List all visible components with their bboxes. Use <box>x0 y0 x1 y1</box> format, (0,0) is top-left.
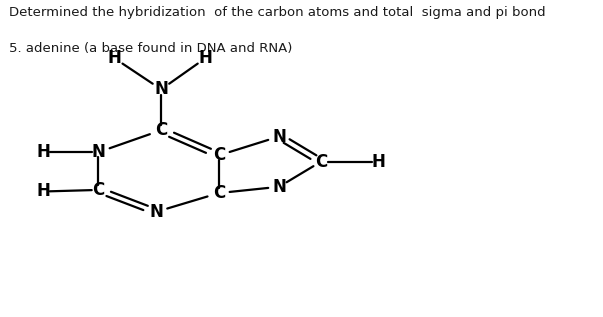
Text: H: H <box>107 49 121 67</box>
Text: N: N <box>149 203 163 221</box>
Text: C: C <box>92 181 104 199</box>
Text: N: N <box>92 143 106 161</box>
Text: H: H <box>371 153 385 171</box>
Text: 5. adenine (a base found in DNA and RNA): 5. adenine (a base found in DNA and RNA) <box>9 42 292 55</box>
Text: C: C <box>213 146 225 164</box>
Text: H: H <box>199 49 213 67</box>
Text: C: C <box>155 121 167 139</box>
Text: H: H <box>36 143 50 161</box>
Text: N: N <box>272 178 286 196</box>
Text: N: N <box>154 81 168 98</box>
Text: C: C <box>213 184 225 202</box>
Text: C: C <box>315 153 327 171</box>
Text: Determined the hybridization  of the carbon atoms and total  sigma and pi bond: Determined the hybridization of the carb… <box>9 6 546 19</box>
Text: N: N <box>272 127 286 146</box>
Text: H: H <box>36 183 50 200</box>
